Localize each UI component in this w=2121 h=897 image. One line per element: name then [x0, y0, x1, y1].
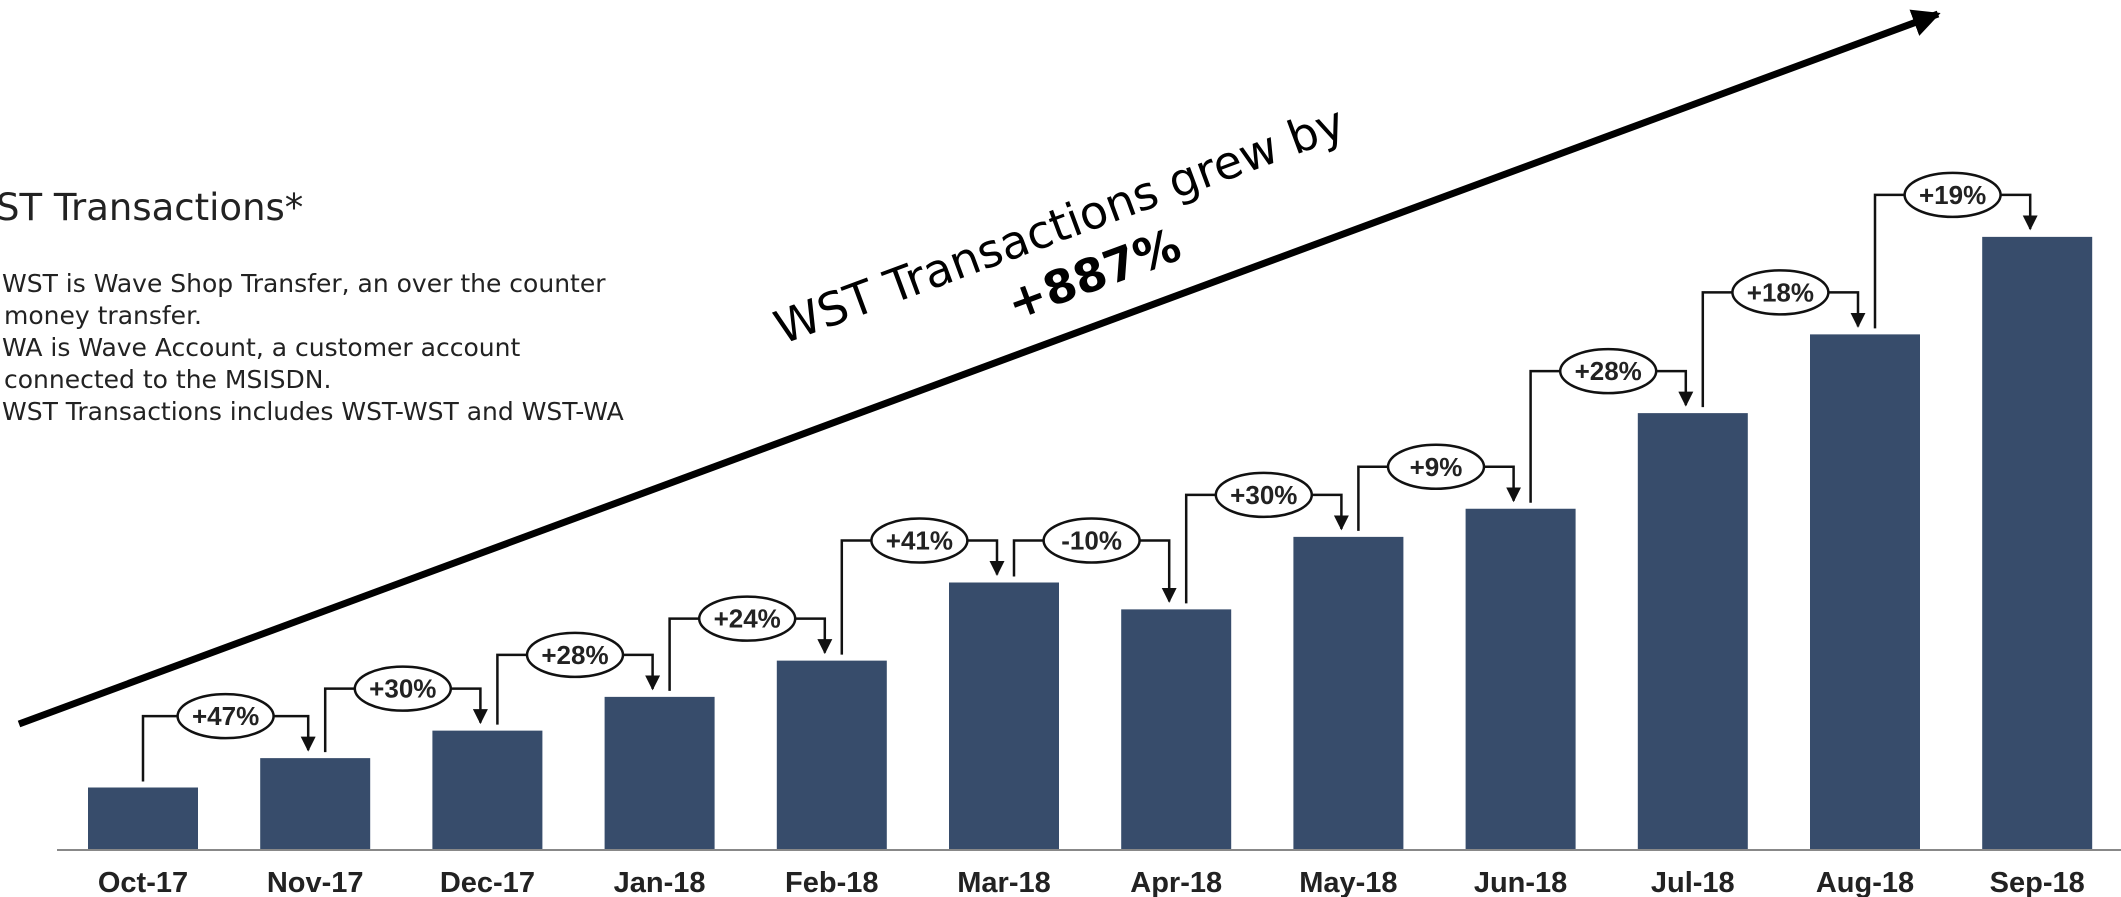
x-tick-label: Jul-18 [1651, 867, 1735, 897]
growth-label: +41% [886, 526, 953, 556]
bar [1121, 609, 1232, 850]
note-line: money transfer. [4, 301, 202, 330]
x-tick-label: Jun-18 [1474, 867, 1567, 897]
bar [88, 787, 198, 850]
growth-label: +18% [1747, 277, 1814, 307]
bar [1982, 236, 2093, 850]
bar [1293, 536, 1404, 850]
growth-label: +28% [1575, 356, 1642, 386]
x-tick-label: Apr-18 [1130, 867, 1222, 897]
x-tick-label: May-18 [1299, 867, 1397, 897]
x-tick-label: Oct-17 [98, 867, 188, 897]
growth-bubble [353, 665, 453, 712]
x-tick-label: Jan-18 [614, 867, 706, 897]
growth-label: +9% [1410, 452, 1463, 482]
x-tick-label: Mar-18 [957, 867, 1051, 897]
note-line: WST Transactions includes WST-WST and WS… [2, 397, 624, 426]
growth-bubble [1214, 471, 1314, 519]
x-tick-label: Dec-17 [440, 867, 535, 897]
growth-bubble [176, 692, 275, 740]
growth-label: +24% [714, 604, 781, 634]
growth-bubble [870, 517, 969, 564]
bar [1465, 508, 1576, 850]
bar [604, 696, 715, 850]
growth-label: +30% [369, 674, 436, 704]
growth-bubble [1558, 347, 1658, 395]
growth-bubble [1042, 517, 1141, 564]
growth-label: +19% [1919, 180, 1986, 210]
x-tick-label: Feb-18 [785, 867, 878, 897]
growth-bubble [1903, 171, 2002, 219]
growth-label: +47% [192, 701, 259, 731]
bar [260, 758, 371, 850]
note-line: WA is Wave Account, a customer account [2, 333, 520, 362]
growth-label: -10% [1061, 526, 1122, 556]
growth-bubble [1731, 269, 1830, 316]
note-line: connected to the MSISDN. [4, 365, 331, 394]
note-line: WST is Wave Shop Transfer, an over the c… [2, 269, 606, 298]
bar [1810, 334, 1920, 850]
growth-bubble [697, 595, 797, 642]
x-tick-label: Aug-18 [1816, 867, 1914, 897]
bar [1637, 413, 1748, 850]
growth-bubble [525, 631, 625, 679]
bar [432, 730, 543, 850]
growth-label: +28% [541, 640, 608, 670]
x-tick-label: Sep-18 [1990, 867, 2085, 897]
x-tick-label: Nov-17 [267, 867, 364, 897]
chart-title: ST Transactions* [0, 186, 303, 229]
bar [949, 582, 1059, 850]
annotation: WST Transactions grew by+887% [767, 95, 1351, 355]
growth-arrow [17, 9, 1941, 728]
annotation-text: WST Transactions grew by [767, 95, 1351, 355]
growth-bubble [1386, 443, 1486, 490]
growth-label: +30% [1230, 480, 1297, 510]
bar [776, 660, 887, 850]
